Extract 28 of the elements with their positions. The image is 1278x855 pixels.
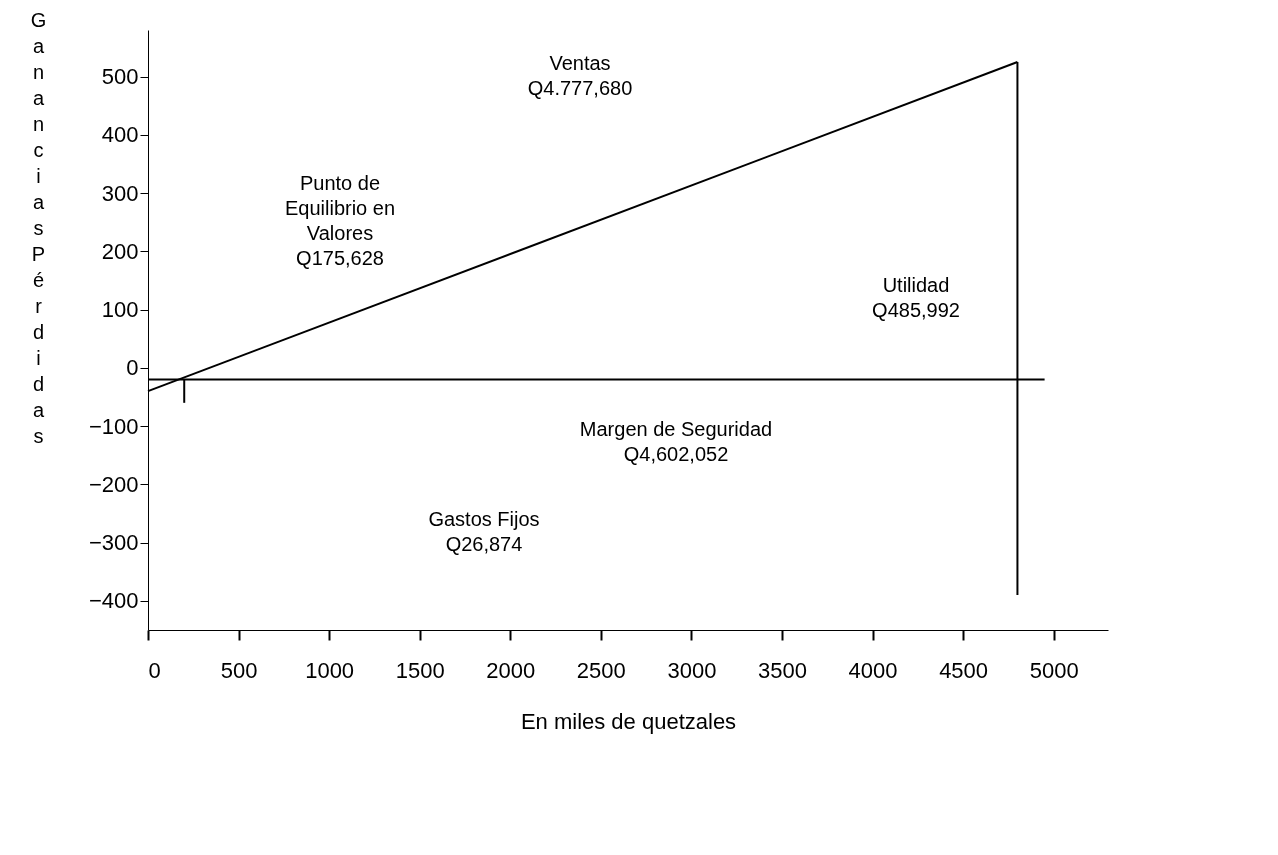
annotation: Margen de Seguridad Q4,602,052 — [579, 418, 773, 465]
y-tick-label: 100 — [101, 297, 139, 323]
x-tick-label: 500 — [220, 657, 258, 683]
x-tick-label: 0 — [148, 657, 161, 683]
y-tick-label: −100 — [88, 413, 139, 439]
x-tick-label: 4000 — [848, 657, 898, 683]
y-tick-label: −400 — [88, 588, 139, 614]
y-tick-label: 0 — [126, 355, 139, 381]
annotation: Utilidad Q485,992 — [872, 274, 960, 321]
annotation: Punto de Equilibrio en Valores Q175,628 — [284, 172, 396, 269]
annotation: Gastos Fijos Q26,874 — [428, 508, 540, 555]
x-tick-label: 1000 — [305, 657, 355, 683]
x-tick-label: 2500 — [576, 657, 626, 683]
y-tick-label: −300 — [88, 530, 139, 556]
y-tick-label: 300 — [101, 180, 139, 206]
annotation: Ventas Q4.777,680 — [527, 52, 633, 99]
x-tick-label: 3000 — [667, 657, 717, 683]
y-tick-label: −200 — [88, 471, 139, 497]
text: Ganancias Pérdidas — [30, 8, 47, 447]
x-axis-title: En miles de quetzales — [520, 708, 737, 734]
x-tick-label: 3500 — [757, 657, 807, 683]
x-tick-label: 2000 — [486, 657, 536, 683]
x-tick-label: 4500 — [939, 657, 989, 683]
x-tick-label: 1500 — [395, 657, 445, 683]
y-tick-label: 200 — [101, 238, 139, 264]
y-tick-label: 400 — [101, 122, 139, 148]
y-tick-label: 500 — [101, 64, 139, 90]
x-tick-label: 5000 — [1029, 657, 1079, 683]
